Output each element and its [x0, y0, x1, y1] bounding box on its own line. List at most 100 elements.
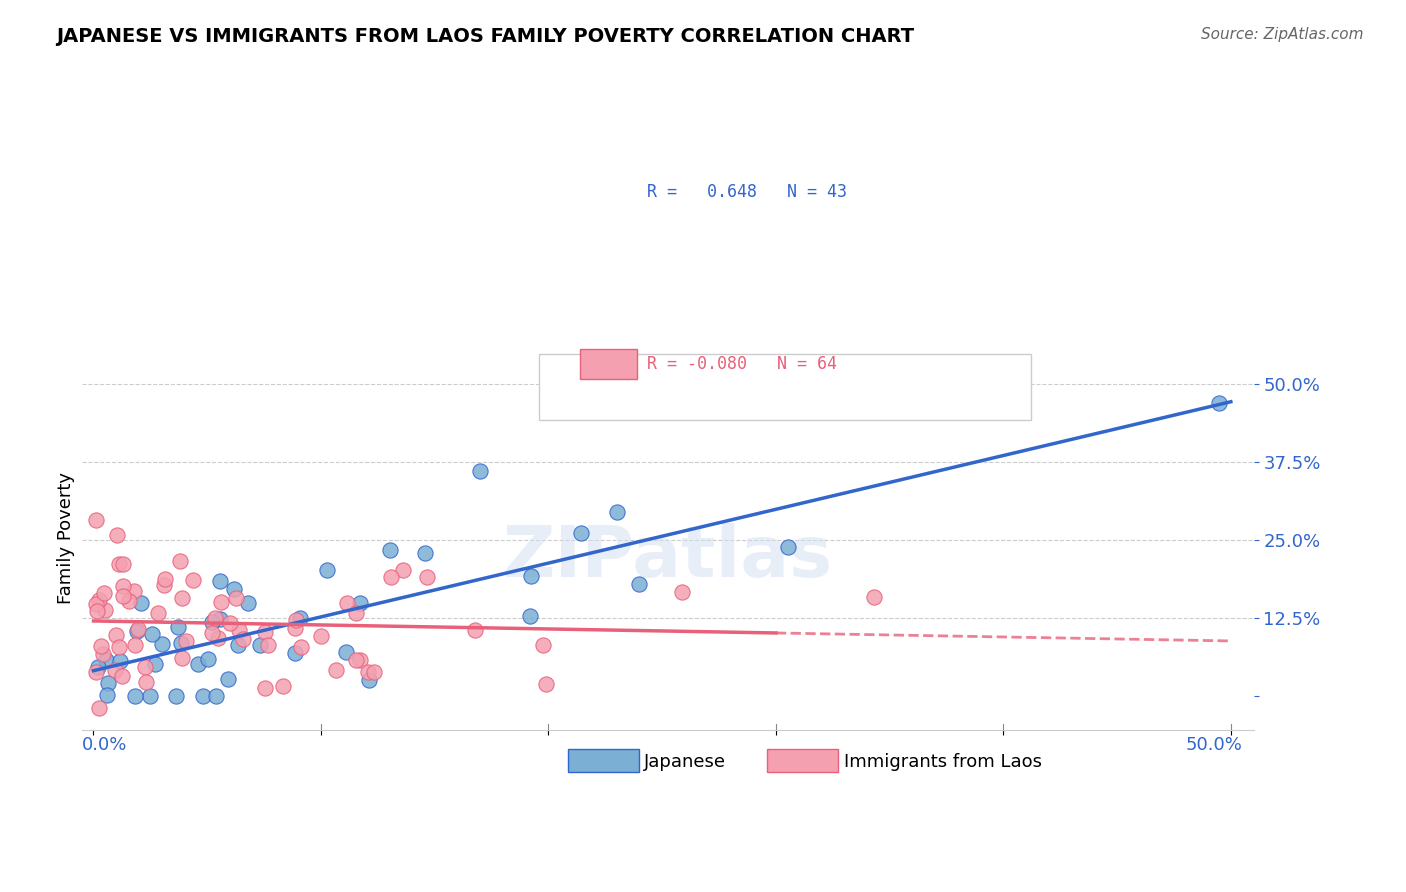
Point [349, 595, 371, 609]
Point [172, 651, 194, 665]
Point [520, 569, 543, 583]
Point [90, 639, 112, 653]
Point [378, 543, 401, 558]
Point [170, 636, 193, 650]
Y-axis label: Family Poverty: Family Poverty [58, 473, 75, 605]
Point [290, 640, 312, 654]
Point [150, 636, 173, 650]
Point [181, 573, 204, 587]
Point [201, 626, 224, 640]
Point [413, 546, 436, 560]
Point [129, 596, 152, 610]
Point [519, 609, 541, 624]
Point [169, 554, 191, 568]
Point [273, 679, 295, 693]
Point [112, 557, 135, 571]
Point [776, 540, 799, 554]
Point [253, 625, 276, 640]
Point [105, 628, 128, 642]
Point [416, 570, 439, 584]
Point [153, 573, 176, 587]
Point [357, 673, 380, 687]
Point [205, 689, 228, 703]
Point [87, 593, 110, 607]
Point [111, 669, 134, 683]
Point [207, 631, 229, 645]
Text: R =   0.648   N = 43: R = 0.648 N = 43 [647, 183, 846, 201]
Point [284, 621, 307, 635]
Point [104, 663, 127, 677]
Point [105, 528, 128, 542]
Point [124, 638, 146, 652]
Point [671, 585, 693, 599]
Point [93, 586, 115, 600]
Text: 0.0%: 0.0% [82, 736, 128, 755]
Point [209, 595, 232, 609]
Point [336, 596, 359, 610]
FancyBboxPatch shape [581, 177, 637, 207]
Point [1208, 396, 1230, 410]
Point [531, 638, 554, 652]
Point [117, 593, 139, 607]
FancyBboxPatch shape [768, 749, 838, 772]
Point [316, 563, 339, 577]
Point [325, 663, 347, 677]
Point [344, 653, 367, 667]
Point [135, 674, 157, 689]
Point [224, 582, 246, 596]
Point [200, 615, 222, 630]
Point [127, 624, 149, 639]
Point [94, 653, 117, 667]
Text: Immigrants from Laos: Immigrants from Laos [844, 753, 1042, 771]
Point [569, 526, 592, 541]
Point [335, 645, 357, 659]
Point [96, 688, 118, 702]
Point [187, 657, 209, 672]
Point [225, 591, 247, 605]
Point [349, 653, 371, 667]
Point [249, 638, 271, 652]
Point [89, 701, 111, 715]
FancyBboxPatch shape [568, 749, 638, 772]
FancyBboxPatch shape [538, 354, 1031, 419]
Point [87, 660, 110, 674]
Point [84, 665, 107, 679]
Text: ZIPatlas: ZIPatlas [503, 523, 832, 592]
Point [253, 681, 276, 695]
Text: 50.0%: 50.0% [1185, 736, 1243, 755]
Point [284, 646, 307, 660]
Point [217, 672, 239, 686]
Point [290, 611, 312, 625]
Point [231, 632, 253, 647]
Text: Source: ZipAtlas.com: Source: ZipAtlas.com [1201, 27, 1364, 42]
Point [191, 689, 214, 703]
Point [363, 665, 385, 679]
Point [380, 570, 402, 584]
Point [167, 620, 190, 634]
Point [197, 651, 219, 665]
Point [209, 574, 232, 588]
Point [91, 647, 114, 661]
Point [309, 629, 332, 643]
Point [141, 627, 163, 641]
Point [84, 597, 107, 611]
Point [108, 654, 131, 668]
Point [256, 638, 278, 652]
Point [84, 512, 107, 526]
FancyBboxPatch shape [581, 349, 637, 379]
Point [862, 590, 884, 604]
Point [146, 606, 169, 620]
Text: R = -0.080   N = 64: R = -0.080 N = 64 [647, 355, 837, 373]
Point [238, 595, 260, 609]
Point [536, 677, 558, 691]
Point [124, 689, 146, 703]
Point [134, 660, 156, 674]
Point [226, 638, 249, 652]
Point [111, 589, 134, 603]
Point [94, 603, 117, 617]
Point [108, 557, 131, 571]
Point [97, 676, 120, 690]
Point [153, 578, 176, 592]
Point [204, 610, 226, 624]
Point [111, 579, 134, 593]
